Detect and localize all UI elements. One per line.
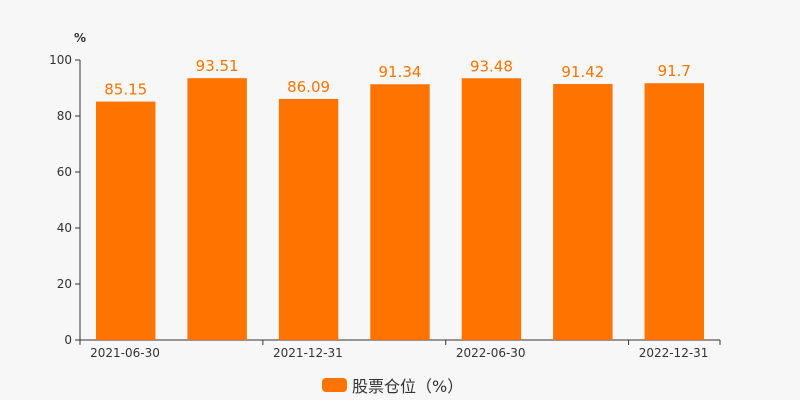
bar [644,83,704,341]
y-tick-label: 80 [57,109,72,123]
bar [553,84,613,340]
bar-value-label: 85.15 [104,81,147,99]
bar [370,84,430,340]
bar-value-label: 91.42 [561,63,604,81]
bar [461,78,522,341]
bar [187,78,247,340]
x-tick-label: 2021-12-31 [273,346,343,360]
bar-value-label: 86.09 [287,78,330,96]
bar-value-label: 93.48 [470,57,513,75]
y-tick-label: 0 [64,333,72,347]
x-tick-label: 2022-12-31 [639,346,709,360]
legend-label: 股票仓位（%） [352,377,464,396]
bar [278,98,339,340]
y-tick-label: 40 [57,221,72,235]
x-tick-label: 2022-06-30 [456,346,526,360]
y-axis-unit: % [74,31,86,45]
bar-value-label: 91.7 [658,62,691,80]
bar-value-label: 91.34 [379,63,422,81]
x-tick-label: 2021-06-30 [90,346,160,360]
legend[interactable]: 股票仓位（%） [322,372,463,398]
bar [96,101,156,340]
y-tick-label: 20 [57,277,72,291]
bar-value-label: 93.51 [196,57,239,75]
y-tick-label: 60 [57,165,72,179]
legend-swatch [322,378,347,392]
y-tick-label: 100 [49,53,72,67]
